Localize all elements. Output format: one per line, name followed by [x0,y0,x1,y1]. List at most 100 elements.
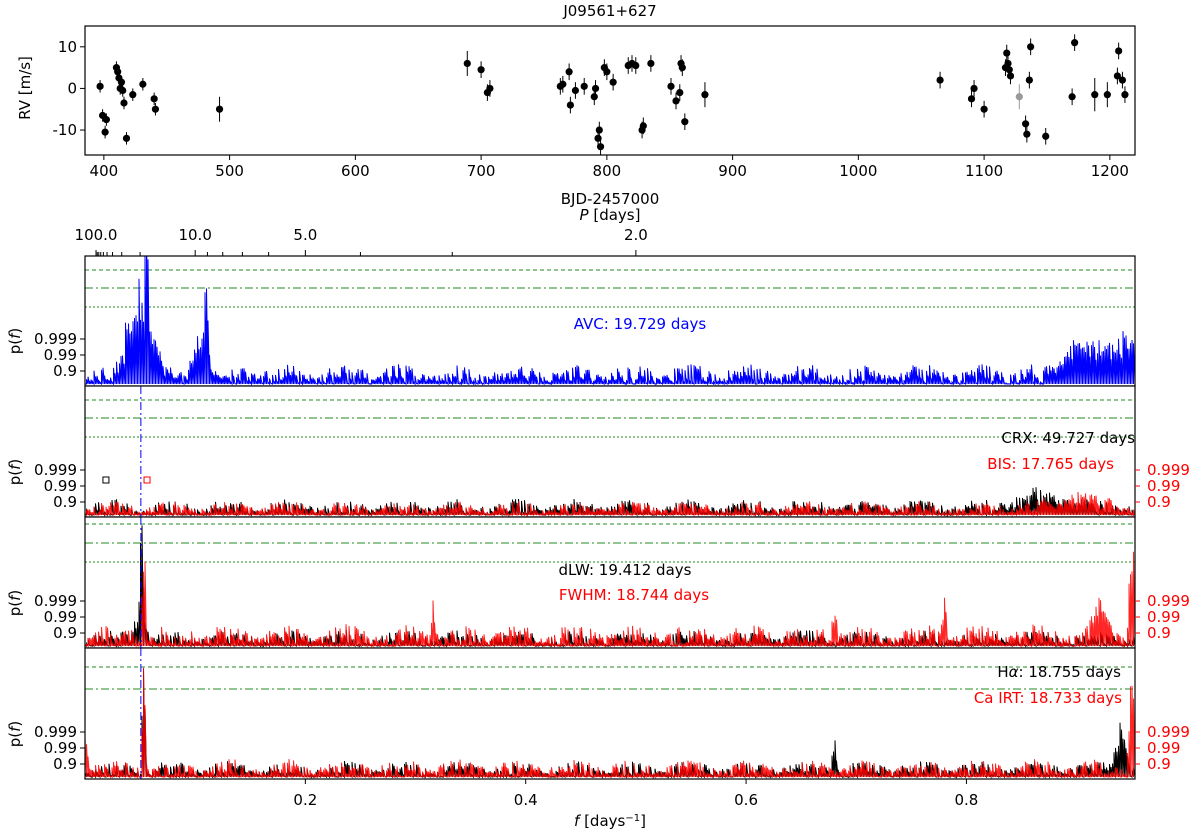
rv-point [678,64,686,72]
rv-point [970,84,978,93]
rv-point [150,95,158,103]
rv-point [1027,43,1035,51]
rv-point [1005,66,1013,74]
rv-point [1121,91,1129,99]
rv-point [701,91,709,99]
rv-point [591,84,600,93]
rv-x-label: BJD-2457000 [561,190,659,208]
gls-panel-plot [85,517,1135,648]
gls-panel-plot [85,256,1135,386]
freq-tick-label: 0.2 [293,791,317,809]
rv-point [486,84,494,93]
pf-axis-label: p(f) [6,459,24,486]
rv-point [1023,130,1031,138]
period-tick-label: 5.0 [293,226,317,244]
rv-x-tick-label: 1100 [965,162,1003,180]
cairt-label: Ca IRT: 18.733 days [974,689,1122,707]
rv-point [129,91,137,99]
rv-frame [84,25,1136,156]
bis-label: BIS: 17.765 days [987,455,1114,473]
rv-point [215,105,224,113]
rv-point [1071,39,1079,47]
pf-left-tick-label: 0.999 [34,461,77,479]
pf-right-tick-label: 0.9 [1147,755,1171,773]
rv-point [676,88,684,97]
rv-point [596,143,605,151]
freq-tick-label: 0.4 [514,791,538,809]
rv-point [1068,93,1076,101]
rv-point [647,59,655,68]
pf-axis-label: p(f) [6,590,24,617]
period-axis-label: P [days] [580,206,641,224]
rv-x-tick-label: 1000 [839,162,877,180]
period-tick-label: 100.0 [75,226,118,244]
fwhm-periodogram [85,551,1135,648]
pf-left-tick-label: 0.9 [53,362,77,380]
rv-point [672,97,680,105]
rv-x-tick-label: 900 [718,162,747,180]
rv-point [1021,120,1030,128]
freq-tick-label: 0.8 [954,791,978,809]
rv-y-tick-label: -10 [53,121,78,139]
rv-y-tick-label: 10 [58,38,77,56]
bis-peak-marker [143,476,151,484]
rv-y-label: RV [m/s] [16,56,34,120]
crx-peak-marker [102,476,110,484]
ha-label: Hα: 18.755 days [997,663,1121,681]
rv-point [681,118,689,126]
rv-point [120,99,128,107]
pf-right-tick-label: 0.99 [1147,477,1180,495]
rv-point [1025,76,1033,84]
rv-point [603,68,611,76]
pf-right-tick-label: 0.9 [1147,493,1171,511]
rv-point-rejected [1015,93,1023,101]
pf-right-tick-label: 0.9 [1147,624,1171,642]
rv-point [139,80,147,88]
pf-right-tick-label: 0.99 [1147,608,1180,626]
rv-x-tick-label: 500 [215,162,244,180]
rv-point [1003,49,1011,57]
rv-point [590,93,598,101]
rv-x-tick-label: 800 [593,162,622,180]
rv-y-tick-label: 0 [67,79,77,97]
rv-point [565,68,573,76]
pf-right-tick-label: 0.99 [1147,739,1180,757]
period-tick-label: 2.0 [624,226,648,244]
rv-point [967,95,976,103]
gls-panel-plot [85,648,1135,779]
rv-point [117,78,126,86]
pf-right-tick-label: 0.999 [1147,592,1190,610]
pf-left-tick-label: 0.99 [44,477,77,495]
rv-point [667,82,675,90]
avc-label: AVC: 19.729 days [574,315,707,333]
rv-point [1118,76,1127,84]
pf-left-tick-label: 0.999 [34,592,77,610]
rv-point [594,134,602,142]
pf-left-tick-label: 0.99 [44,608,77,626]
rv-x-tick-label: 1200 [1091,162,1129,180]
rv-point [96,82,104,90]
rv-point [151,105,160,113]
rv-point [571,86,580,95]
rv-point [559,80,567,88]
rv-point [936,76,944,84]
freq-tick-label: 0.6 [734,791,758,809]
pf-left-tick-label: 0.999 [34,723,77,741]
rv-point [1004,59,1012,68]
rv-point [114,68,122,76]
dlw-label: dLW: 19.412 days [559,561,692,579]
rv-point [632,61,640,70]
rv-point [1006,72,1015,80]
rv-x-tick-label: 600 [341,162,370,180]
rv-point [1103,91,1111,99]
rv-point [119,86,127,95]
rv-point [980,105,988,113]
rv-point [1091,91,1099,99]
rv-point [580,82,588,90]
